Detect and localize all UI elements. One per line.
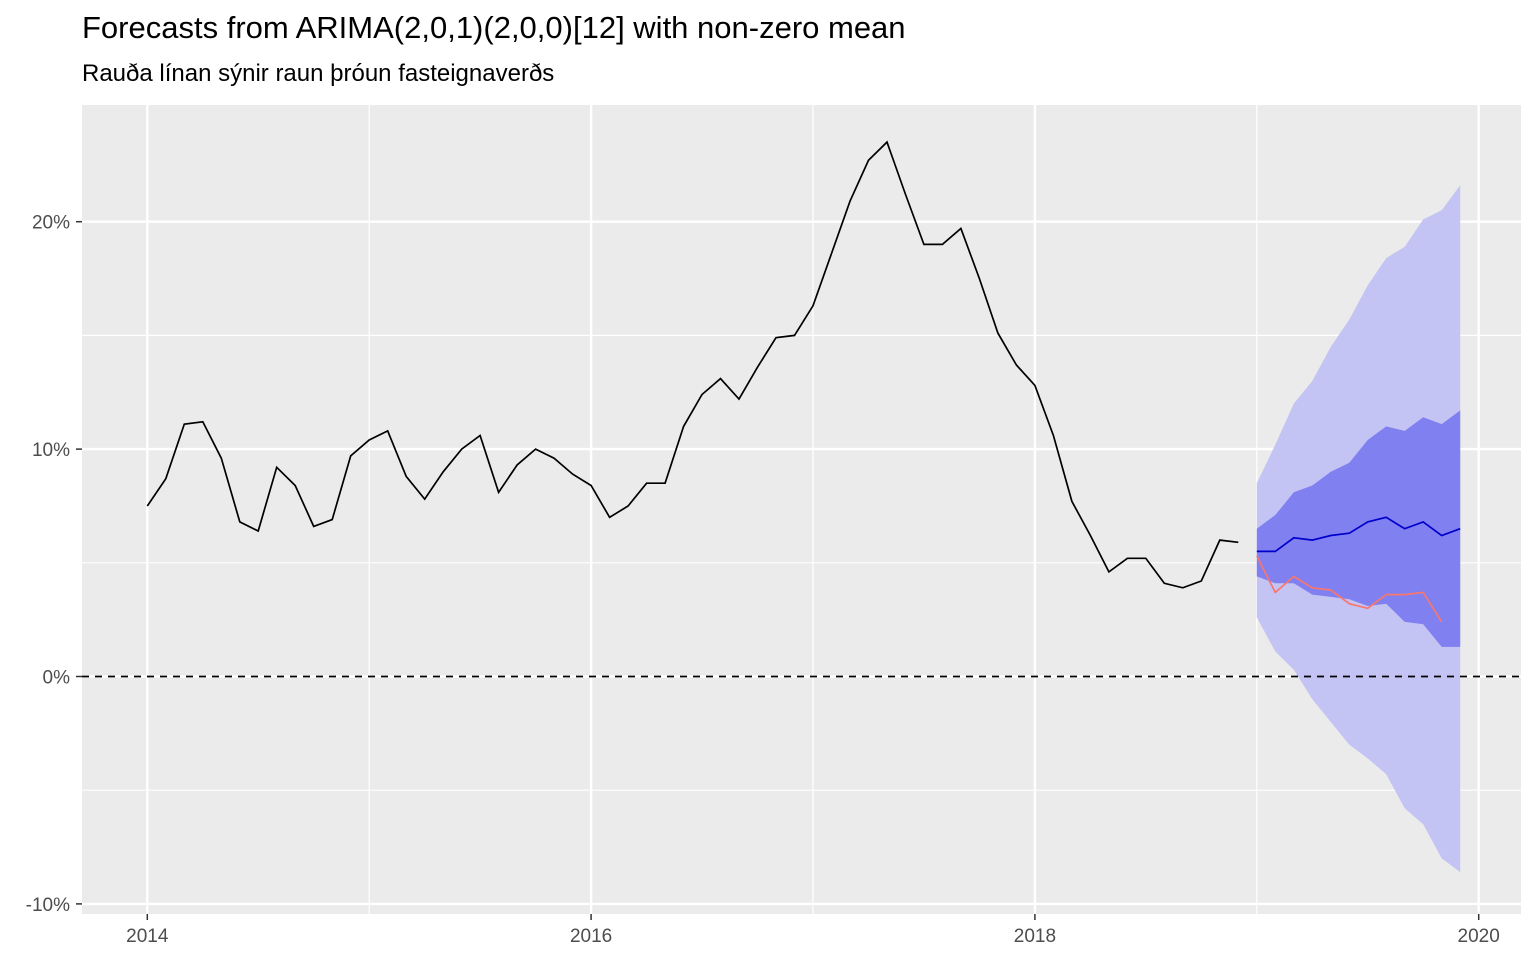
y-tick-label: 10% <box>32 440 70 461</box>
band-80 <box>1256 410 1461 647</box>
x-tick-label: 2018 <box>1014 926 1056 947</box>
forecast-mean-line <box>1256 516 1461 553</box>
series-lines <box>82 140 1521 678</box>
x-tick-label: 2016 <box>570 926 612 947</box>
x-tick-label: 2020 <box>1458 926 1500 947</box>
history-line <box>146 140 1239 589</box>
x-tick-label: 2014 <box>126 926 169 947</box>
y-tick-label: 20% <box>32 213 70 234</box>
actual-line <box>1256 555 1443 623</box>
chart-subtitle: Rauða línan sýnir raun þróun fasteignave… <box>82 60 555 87</box>
y-tick-label: 0% <box>43 668 71 689</box>
chart-title: Forecasts from ARIMA(2,0,1)(2,0,0)[12] w… <box>82 10 906 45</box>
axes: -10% 0% 10% 20% 2014 2016 2018 2020 <box>26 213 1500 947</box>
forecast-bands <box>1256 185 1461 873</box>
y-tick-label: -10% <box>26 895 70 916</box>
